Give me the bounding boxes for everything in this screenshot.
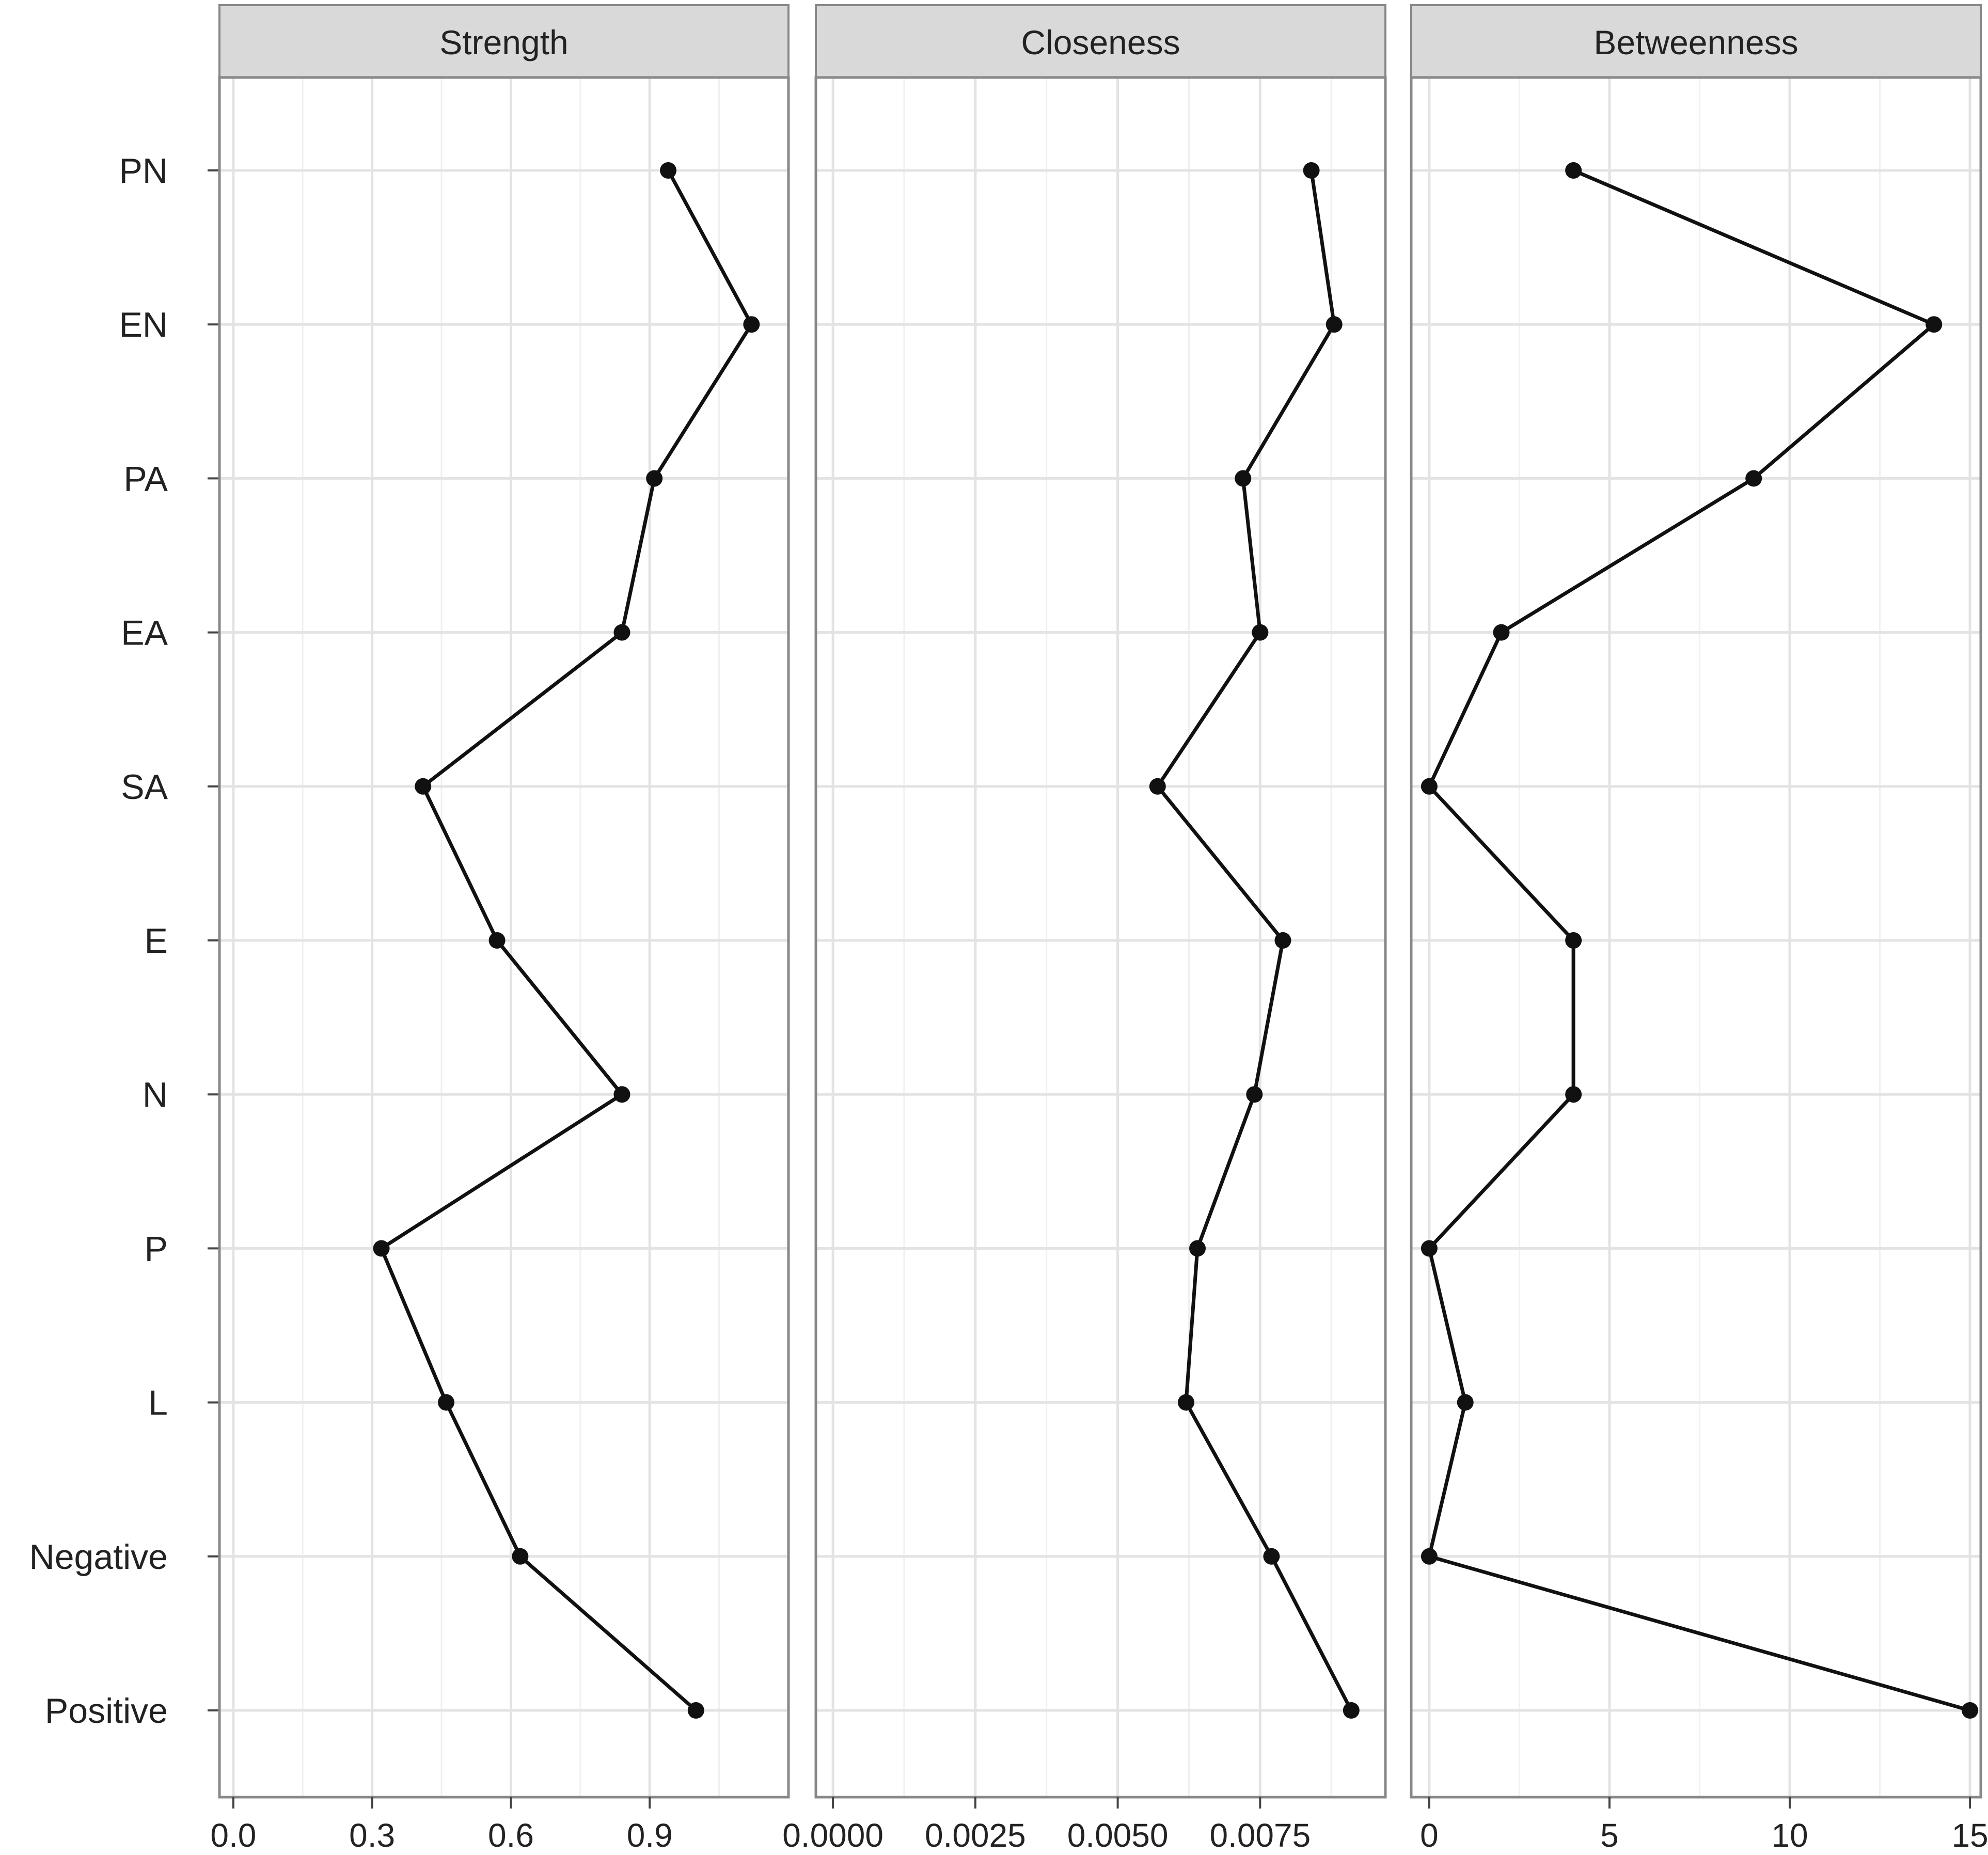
x-tick-label: 0.0050 <box>1067 1817 1169 1854</box>
data-point <box>1274 932 1291 949</box>
data-point <box>1149 778 1166 795</box>
x-tick-label: 5 <box>1600 1817 1619 1854</box>
data-point <box>1493 624 1510 641</box>
data-point <box>1343 1702 1360 1719</box>
x-tick-label: 0.0000 <box>782 1817 883 1854</box>
panel-border <box>814 76 1387 1799</box>
data-point <box>1421 1240 1438 1257</box>
data-point <box>438 1394 455 1411</box>
plot-background <box>1411 77 1981 1797</box>
panel-closeness: Closeness 0.0000 0.0025 0.0050 0.0075 <box>782 4 1387 1854</box>
x-tick-label: 0.0075 <box>1209 1817 1311 1854</box>
data-point <box>687 1702 704 1719</box>
data-point <box>1421 778 1438 795</box>
plot-background <box>816 77 1385 1797</box>
y-tick-label: PN <box>119 151 168 191</box>
data-point <box>373 1240 390 1257</box>
data-point <box>1263 1548 1280 1565</box>
data-point <box>646 470 663 487</box>
strip-background <box>218 4 790 78</box>
y-tick-label: L <box>148 1384 168 1423</box>
x-tick-label: 0.9 <box>627 1817 673 1854</box>
data-point <box>488 932 506 949</box>
data-point <box>1252 624 1269 641</box>
y-tick-label: N <box>143 1075 168 1114</box>
panel-strength: Strength 0.0 0.3 0.6 0.9 <box>210 4 790 1854</box>
panel-title: Strength <box>439 23 569 61</box>
data-point <box>1457 1394 1474 1411</box>
data-point <box>1565 932 1582 949</box>
y-tick-label: Negative <box>29 1537 168 1577</box>
data-point <box>415 778 432 795</box>
data-point <box>1565 1086 1582 1103</box>
y-tick-label: EN <box>119 305 168 344</box>
data-point <box>613 624 630 641</box>
data-point <box>1926 316 1943 333</box>
panel-border <box>1410 76 1982 1799</box>
x-tick-label: 0.0025 <box>925 1817 1026 1854</box>
y-tick-label: SA <box>121 767 168 807</box>
panel-title: Betweenness <box>1593 23 1798 61</box>
x-tick-label: 0.6 <box>488 1817 534 1854</box>
y-tick-label: PA <box>123 459 168 498</box>
data-point <box>1235 470 1252 487</box>
data-point <box>1745 470 1762 487</box>
x-tick-label: 0 <box>1420 1817 1439 1854</box>
data-point <box>613 1086 630 1103</box>
data-point <box>1189 1240 1206 1257</box>
x-tick-label: 15 <box>1951 1817 1988 1854</box>
panel-betweenness: Betweenness 0 5 10 15 <box>1410 4 1988 1854</box>
data-point <box>1246 1086 1263 1103</box>
x-tick-label: 0.0 <box>210 1817 256 1854</box>
strip-background <box>1410 4 1982 78</box>
y-tick-label: Positive <box>45 1691 168 1731</box>
data-point <box>1421 1548 1438 1565</box>
panel-title: Closeness <box>1021 23 1180 61</box>
data-point <box>1177 1394 1194 1411</box>
data-point <box>743 316 760 333</box>
facet-panels: Strength 0.0 0.3 0.6 0.9 Closeness 0.0000 0.002… <box>210 4 1988 1854</box>
panel-border <box>218 76 790 1799</box>
y-tick-label: E <box>145 921 168 961</box>
x-tick-label: 0.3 <box>349 1817 395 1854</box>
x-tick-label: 10 <box>1771 1817 1808 1854</box>
data-point <box>1565 162 1582 179</box>
data-point <box>1962 1702 1979 1719</box>
data-point <box>1326 316 1343 333</box>
data-point <box>512 1548 529 1565</box>
data-point <box>1303 162 1320 179</box>
data-point <box>660 162 677 179</box>
strip-background <box>815 4 1386 78</box>
y-tick-label: P <box>145 1229 168 1268</box>
y-tick-label: EA <box>121 614 168 653</box>
